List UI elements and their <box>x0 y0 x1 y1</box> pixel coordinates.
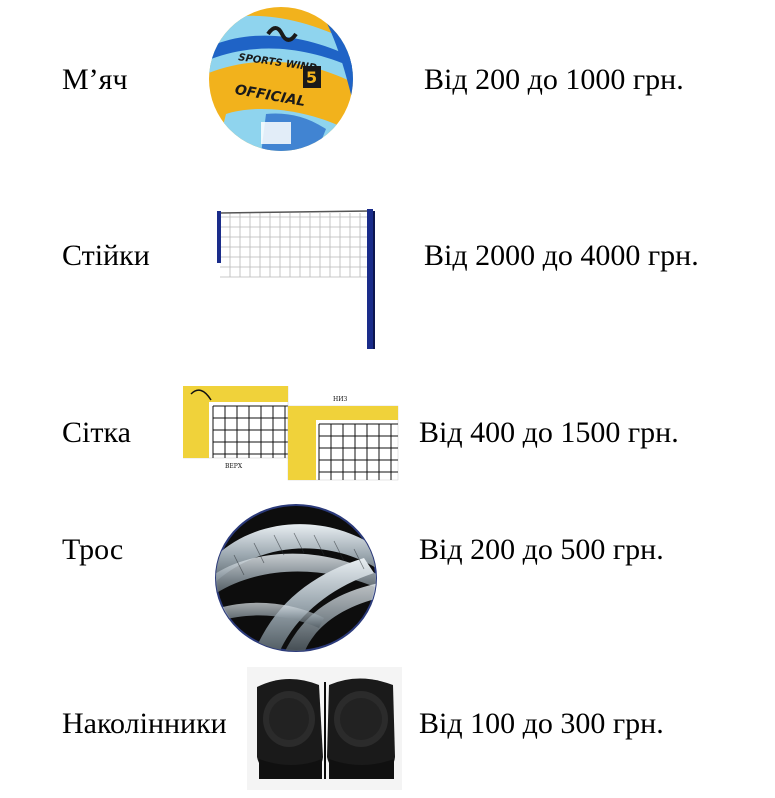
item-price-mesh: Від 400 до 1500 грн. <box>419 416 679 449</box>
ball-size-text: 5 <box>306 68 317 87</box>
net-mesh-image: ВЕРХ НИЗ <box>183 386 399 481</box>
item-price-kneepads: Від 100 до 300 грн. <box>419 707 664 740</box>
volleyball-net-poles-image <box>217 209 375 349</box>
item-label-kneepads: Наколінники <box>62 707 227 740</box>
item-price-ball: Від 200 до 1000 грн. <box>424 63 684 96</box>
item-price-poles: Від 2000 до 4000 грн. <box>424 239 699 272</box>
item-label-ball: М’яч <box>62 63 128 96</box>
volleyball-image: SPORTS WIND 5 OFFICIAL <box>209 7 353 151</box>
steel-rope-image <box>215 504 377 652</box>
item-label-poles: Стійки <box>62 239 150 272</box>
item-label-mesh: Сітка <box>62 416 131 449</box>
mesh-bottom-label: ВЕРХ <box>225 463 243 470</box>
item-label-rope: Трос <box>62 533 124 566</box>
mesh-top-label: НИЗ <box>333 396 347 403</box>
knee-pads-image <box>247 667 402 790</box>
item-price-rope: Від 200 до 500 грн. <box>419 533 664 566</box>
